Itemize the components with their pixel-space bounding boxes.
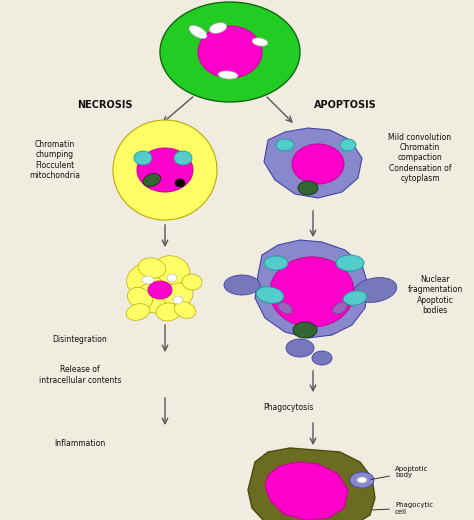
Ellipse shape <box>312 351 332 365</box>
Text: Inflammation: Inflammation <box>55 438 106 448</box>
Ellipse shape <box>218 71 238 79</box>
Ellipse shape <box>353 278 397 303</box>
Ellipse shape <box>173 296 183 304</box>
Ellipse shape <box>336 255 364 271</box>
Ellipse shape <box>209 23 227 33</box>
Ellipse shape <box>293 322 317 338</box>
Ellipse shape <box>143 174 161 187</box>
Ellipse shape <box>142 276 154 284</box>
Ellipse shape <box>174 302 196 318</box>
Ellipse shape <box>276 139 294 151</box>
Ellipse shape <box>298 181 318 195</box>
Ellipse shape <box>138 258 166 278</box>
Polygon shape <box>264 128 362 198</box>
Text: APOPTOSIS: APOPTOSIS <box>314 100 376 110</box>
Ellipse shape <box>333 302 347 314</box>
Ellipse shape <box>286 339 314 357</box>
Ellipse shape <box>343 291 367 305</box>
Text: Phagocytosis: Phagocytosis <box>263 404 313 412</box>
Text: Phagocytic
cell: Phagocytic cell <box>373 501 433 514</box>
Ellipse shape <box>278 302 292 314</box>
Ellipse shape <box>137 148 193 192</box>
Text: Chromatin
chumping
Flocculent
mitochondria: Chromatin chumping Flocculent mitochondr… <box>29 140 81 180</box>
Ellipse shape <box>270 257 354 327</box>
Ellipse shape <box>292 144 344 184</box>
Ellipse shape <box>126 304 150 320</box>
Ellipse shape <box>148 281 172 299</box>
Ellipse shape <box>252 38 268 46</box>
Text: NECROSIS: NECROSIS <box>77 100 133 110</box>
Ellipse shape <box>224 275 260 295</box>
Text: Nuclear
fragmentation
Apoptotic
bodies: Nuclear fragmentation Apoptotic bodies <box>407 275 463 315</box>
Text: Apoptotic
body: Apoptotic body <box>371 465 428 479</box>
Ellipse shape <box>135 283 175 313</box>
Ellipse shape <box>182 274 202 290</box>
Ellipse shape <box>189 25 207 38</box>
Ellipse shape <box>198 26 262 78</box>
Ellipse shape <box>174 151 192 165</box>
Ellipse shape <box>357 477 367 483</box>
Ellipse shape <box>134 151 152 165</box>
Ellipse shape <box>113 120 217 220</box>
Ellipse shape <box>350 472 374 488</box>
Ellipse shape <box>160 2 300 102</box>
Text: Disintegration: Disintegration <box>53 335 108 344</box>
Ellipse shape <box>156 303 180 321</box>
Text: Mild convolution
Chromatin
compaction
Condensation of
cytoplasm: Mild convolution Chromatin compaction Co… <box>388 133 452 184</box>
Ellipse shape <box>154 256 190 284</box>
Polygon shape <box>248 448 375 520</box>
Ellipse shape <box>163 283 193 307</box>
Polygon shape <box>265 462 348 520</box>
Ellipse shape <box>167 274 177 282</box>
Text: Release of
intracellular contents: Release of intracellular contents <box>39 365 121 385</box>
Ellipse shape <box>340 139 356 151</box>
Ellipse shape <box>264 256 288 270</box>
Ellipse shape <box>175 179 185 187</box>
Ellipse shape <box>128 288 153 308</box>
Ellipse shape <box>127 261 169 295</box>
Polygon shape <box>255 240 368 338</box>
Ellipse shape <box>256 287 284 303</box>
